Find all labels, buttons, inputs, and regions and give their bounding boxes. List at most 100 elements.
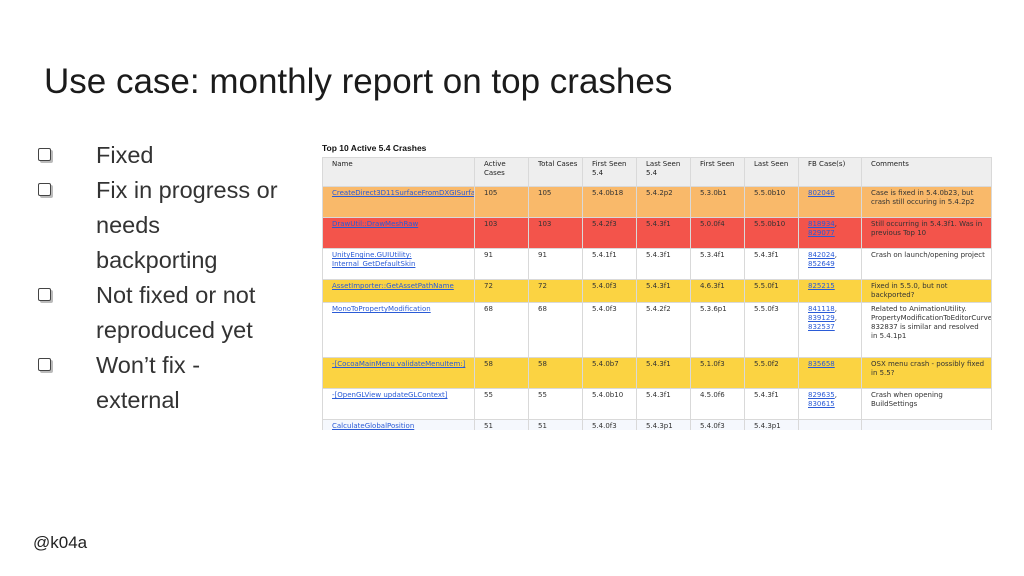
crash-name-link[interactable]: AssetImporter::GetAssetPathName (322, 279, 475, 303)
crash-table: Name Active Cases Total Cases First Seen… (322, 157, 992, 430)
fb-case-link[interactable]: 832537 (808, 323, 835, 331)
fb-case-link[interactable]: 829077 (808, 229, 835, 237)
crash-name-link[interactable]: -[OpenGLView updateGLContext] (322, 388, 475, 420)
last-seen-54-cell: 5.4.3f1 (636, 279, 691, 303)
legend-item-not-fixed: Not fixed or not reproduced yet (36, 278, 286, 348)
fb-cases-cell: 818934, 829077 (798, 217, 862, 249)
crash-name-link[interactable]: CreateDirect3D11SurfaceFromDXGISurface (322, 186, 475, 218)
fb-cases-cell: 802046 (798, 186, 862, 218)
fb-cases-cell: 829635, 830615 (798, 388, 862, 420)
crash-name-link[interactable]: DrawUtil::DrawMeshRaw (322, 217, 475, 249)
table-row: CalculateGlobalPosition 51 51 5.4.0f3 5.4.3p… (322, 419, 992, 430)
fb-case-link[interactable]: 830615 (808, 400, 835, 408)
fb-case-link[interactable]: 829635 (808, 391, 835, 399)
legend-label: Not fixed or not reproduced yet (96, 282, 256, 343)
last-seen-cell: 5.5.0f3 (744, 302, 799, 358)
crash-name-link[interactable]: MonoToPropertyModification (322, 302, 475, 358)
last-seen-cell: 5.4.3f1 (744, 248, 799, 280)
last-seen-cell: 5.4.3f1 (744, 388, 799, 420)
last-seen-54-cell: 5.4.3f1 (636, 357, 691, 389)
fb-case-link[interactable]: 835658 (808, 360, 835, 368)
first-seen-cell: 5.3.6p1 (690, 302, 745, 358)
table-header-row: Name Active Cases Total Cases First Seen… (322, 157, 992, 187)
column-header: First Seen 5.4 (582, 157, 637, 187)
first-seen-cell: 5.3.0b1 (690, 186, 745, 218)
first-seen-54-cell: 5.4.0f3 (582, 419, 637, 430)
legend-list: Fixed Fix in progress or needs backporti… (36, 138, 286, 418)
crash-name-link[interactable]: CalculateGlobalPosition (322, 419, 475, 430)
legend-item-in-progress: Fix in progress or needs backporting (36, 173, 286, 278)
total-cases-cell: 91 (528, 248, 583, 280)
column-header: First Seen (690, 157, 745, 187)
last-seen-cell: 5.4.3p1 (744, 419, 799, 430)
total-cases-cell: 103 (528, 217, 583, 249)
comment-cell (861, 419, 992, 430)
table-row: MonoToPropertyModification 68 68 5.4.0f3 5.4… (322, 302, 992, 358)
fb-cases-cell: 841118, 839129, 832537 (798, 302, 862, 358)
fb-case-link[interactable]: 818934 (808, 220, 835, 228)
first-seen-54-cell: 5.4.1f1 (582, 248, 637, 280)
column-header: Active Cases (474, 157, 529, 187)
first-seen-54-cell: 5.4.0b10 (582, 388, 637, 420)
first-seen-54-cell: 5.4.0f3 (582, 302, 637, 358)
report-screenshot: Top 10 Active 5.4 Crashes Name Active Ca… (322, 140, 992, 430)
column-header: Total Cases (528, 157, 583, 187)
legend-item-fixed: Fixed (36, 138, 286, 173)
active-cases-cell: 105 (474, 186, 529, 218)
last-seen-cell: 5.5.0b10 (744, 217, 799, 249)
fb-cases-cell (798, 419, 862, 430)
fb-cases-cell: 835658 (798, 357, 862, 389)
first-seen-54-cell: 5.4.2f3 (582, 217, 637, 249)
legend-label: Won’t fix - external (96, 352, 201, 413)
table-row: -[CocoaMainMenu validateMenuItem:] 58 58 5.… (322, 357, 992, 389)
fb-case-link[interactable]: 852649 (808, 260, 835, 268)
last-seen-cell: 5.5.0f1 (744, 279, 799, 303)
active-cases-cell: 68 (474, 302, 529, 358)
last-seen-cell: 5.5.0f2 (744, 357, 799, 389)
total-cases-cell: 51 (528, 419, 583, 430)
column-header: Comments (861, 157, 992, 187)
fb-case-link[interactable]: 841118 (808, 305, 835, 313)
legend-label: Fix in progress or needs backporting (96, 177, 278, 273)
table-row: UnityEngine.GUIUtility: Internal_GetDefa… (322, 248, 992, 280)
active-cases-cell: 91 (474, 248, 529, 280)
table-row: AssetImporter::GetAssetPathName 72 72 5.4.0… (322, 279, 992, 303)
footer-handle: @k04a (33, 533, 88, 552)
fb-case-link[interactable]: 802046 (808, 189, 835, 197)
column-header: Last Seen 5.4 (636, 157, 691, 187)
fb-case-link[interactable]: 842024 (808, 251, 835, 259)
legend-item-wont-fix: Won’t fix - external (36, 348, 286, 418)
checkbox-icon (38, 148, 51, 161)
active-cases-cell: 55 (474, 388, 529, 420)
table-body: CreateDirect3D11SurfaceFromDXGISurface 10… (322, 186, 992, 430)
last-seen-54-cell: 5.4.2f2 (636, 302, 691, 358)
fb-case-link[interactable]: 839129 (808, 314, 835, 322)
report-title: Top 10 Active 5.4 Crashes (322, 143, 427, 153)
first-seen-cell: 5.4.0f3 (690, 419, 745, 430)
column-header: Last Seen (744, 157, 799, 187)
comment-cell: Case is fixed in 5.4.0b23, but crash sti… (861, 186, 992, 218)
legend-label: Fixed (96, 142, 154, 168)
first-seen-cell: 5.3.4f1 (690, 248, 745, 280)
first-seen-cell: 4.6.3f1 (690, 279, 745, 303)
last-seen-54-cell: 5.4.3f1 (636, 248, 691, 280)
first-seen-cell: 5.0.0f4 (690, 217, 745, 249)
total-cases-cell: 72 (528, 279, 583, 303)
crash-name-link[interactable]: -[CocoaMainMenu validateMenuItem:] (322, 357, 475, 389)
total-cases-cell: 105 (528, 186, 583, 218)
last-seen-54-cell: 5.4.3f1 (636, 388, 691, 420)
table-row: CreateDirect3D11SurfaceFromDXGISurface 10… (322, 186, 992, 218)
first-seen-54-cell: 5.4.0b18 (582, 186, 637, 218)
crash-name-link[interactable]: UnityEngine.GUIUtility: Internal_GetDefa… (322, 248, 475, 280)
first-seen-cell: 5.1.0f3 (690, 357, 745, 389)
comment-cell: Related to AnimationUtility. PropertyMod… (861, 302, 992, 358)
table-row: -[OpenGLView updateGLContext] 55 55 5.4.0b1… (322, 388, 992, 420)
comment-cell: Crash on launch/opening project (861, 248, 992, 280)
slide-title: Use case: monthly report on top crashes (44, 62, 673, 101)
active-cases-cell: 58 (474, 357, 529, 389)
first-seen-54-cell: 5.4.0f3 (582, 279, 637, 303)
checkbox-icon (38, 183, 51, 196)
comment-cell: Fixed in 5.5.0, but not backported? (861, 279, 992, 303)
fb-case-link[interactable]: 825215 (808, 282, 835, 290)
column-header: FB Case(s) (798, 157, 862, 187)
